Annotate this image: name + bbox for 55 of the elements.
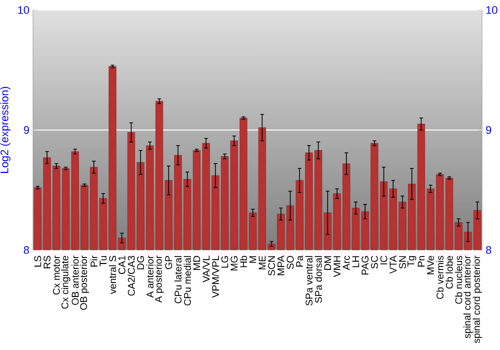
x-tick-label: VPM/VPL [212, 256, 219, 298]
x-tick-label: spinal cord anterior [463, 256, 473, 338]
x-tick-label: OB anterior [72, 256, 79, 305]
x-tick-label: CPu lateral [174, 256, 182, 304]
x-tick-label: A posterior [154, 256, 164, 303]
x-tick-label: SCN [268, 256, 275, 276]
x-tick-label: ventral S [108, 256, 116, 294]
x-tick-label: LG [221, 256, 228, 268]
x-tick-label: SO [286, 256, 294, 270]
x-tick-label: Hb [240, 256, 248, 268]
y-tick-label: 10 [18, 6, 30, 14]
x-tick-label: MPA [278, 255, 284, 276]
x-tick-label: SPa dorsal [314, 256, 322, 303]
x-tick-label: Cx motor [52, 256, 60, 295]
x-tick-label: spinal cord posterior [472, 256, 482, 344]
x-tick-label: DG [137, 256, 144, 270]
x-tick-label: DM [324, 256, 332, 270]
x-tick-label: MG [230, 256, 238, 270]
x-tick-label: Pir [90, 256, 98, 267]
y2-tick-label: 10 [486, 6, 498, 14]
x-tick-label: A anterior [146, 256, 154, 298]
x-tick-label: GP [165, 256, 172, 270]
x-tick-label: MD [193, 256, 200, 270]
x-tick-label: Tu [100, 256, 107, 266]
x-tick-label: LH [352, 256, 360, 268]
x-tick-label: RS [44, 256, 50, 268]
x-tick-label: Cb lobe [446, 256, 453, 289]
x-tick-label: CPu medial [184, 256, 191, 306]
x-tick-label: Tg [407, 256, 416, 267]
x-tick-label: Pn [418, 256, 425, 267]
y-tick-label: 9 [24, 126, 29, 134]
x-tick-label: VA/VL [202, 256, 210, 282]
x-tick-label: Cx cingulate [61, 256, 70, 309]
x-tick-label: Cb nucleus [455, 256, 462, 304]
x-tick-label: VTA [390, 255, 396, 274]
x-tick-label: OB posterior [80, 256, 90, 310]
y2-tick-label: 9 [486, 126, 492, 134]
x-tick-label: Cb vermis [436, 256, 444, 299]
x-tick-label: IC [380, 256, 388, 264]
x-tick-label: SC [370, 256, 378, 269]
x-tick-label: M [249, 256, 256, 263]
x-tick-label: VMH [334, 256, 340, 278]
x-tick-label: Arc [342, 256, 350, 270]
y2-tick-label: 8 [486, 246, 492, 254]
y-tick-label: 8 [24, 246, 29, 254]
y-axis-title: Log2 (expression) [0, 86, 10, 173]
x-tick-label: MVe [427, 256, 434, 274]
x-tick-label: Pa [296, 255, 304, 267]
x-tick-label: ME [258, 256, 266, 270]
x-tick-label: PAG [362, 256, 369, 275]
x-tick-label: SPa ventral [305, 256, 313, 306]
x-tick-label: SN [399, 256, 406, 269]
x-tick-label: CA2/CA3 [128, 256, 135, 296]
x-tick-label: CA1 [118, 256, 126, 274]
x-tick-label: LS [34, 256, 42, 267]
